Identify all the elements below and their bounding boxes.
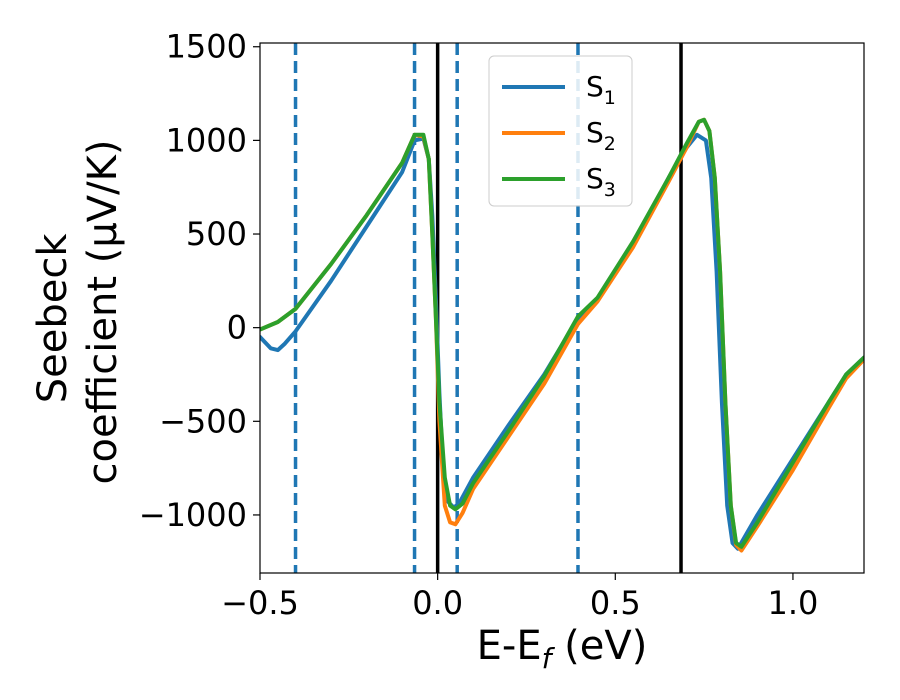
y-axis-label: Seebeck coefficient (μV/K) [30, 140, 126, 485]
y-axis: −1000 −500 0 500 1000 1500 [139, 28, 260, 534]
y-tick-label: 1000 [166, 121, 247, 159]
y-tick-label: −500 [159, 402, 247, 440]
legend-label-s1: S1 [586, 70, 616, 109]
x-axis-label: E-Ef (eV) [477, 623, 648, 675]
series-layer [260, 117, 864, 553]
legend-label-s3: S3 [586, 162, 616, 201]
y-tick-label: 500 [186, 215, 247, 253]
x-axis: −0.5 0.0 0.5 1.0 [221, 573, 818, 622]
x-tick-label: −0.5 [221, 584, 299, 622]
series-line-s1 [260, 132, 864, 551]
x-tick-label: 0.0 [412, 584, 463, 622]
y-tick-label: 1500 [166, 28, 247, 66]
x-tick-label: 1.0 [767, 584, 818, 622]
plot-frame [259, 42, 865, 574]
legend-label-s2: S2 [586, 116, 616, 155]
y-tick-label: −1000 [139, 496, 247, 534]
series-line-s3 [260, 117, 864, 549]
y-tick-label: 0 [227, 309, 247, 347]
legend: S1 S2 S3 [488, 55, 633, 207]
legend-items: S1 S2 S3 [502, 70, 616, 201]
x-tick-label: 0.5 [590, 584, 641, 622]
